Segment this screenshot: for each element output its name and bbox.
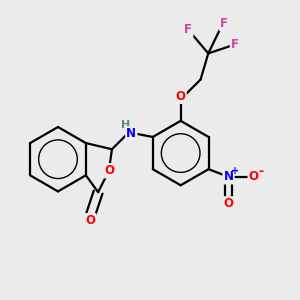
Text: -: - [258,165,263,178]
Text: N: N [126,128,136,140]
Text: F: F [231,38,239,51]
Text: O: O [249,170,259,183]
Text: F: F [184,23,192,36]
Text: N: N [224,170,233,183]
Text: O: O [176,90,186,103]
Text: O: O [104,164,114,177]
Text: O: O [224,197,233,210]
Text: H: H [121,120,130,130]
Text: F: F [220,17,228,30]
Text: O: O [85,214,95,227]
Text: +: + [231,166,239,176]
